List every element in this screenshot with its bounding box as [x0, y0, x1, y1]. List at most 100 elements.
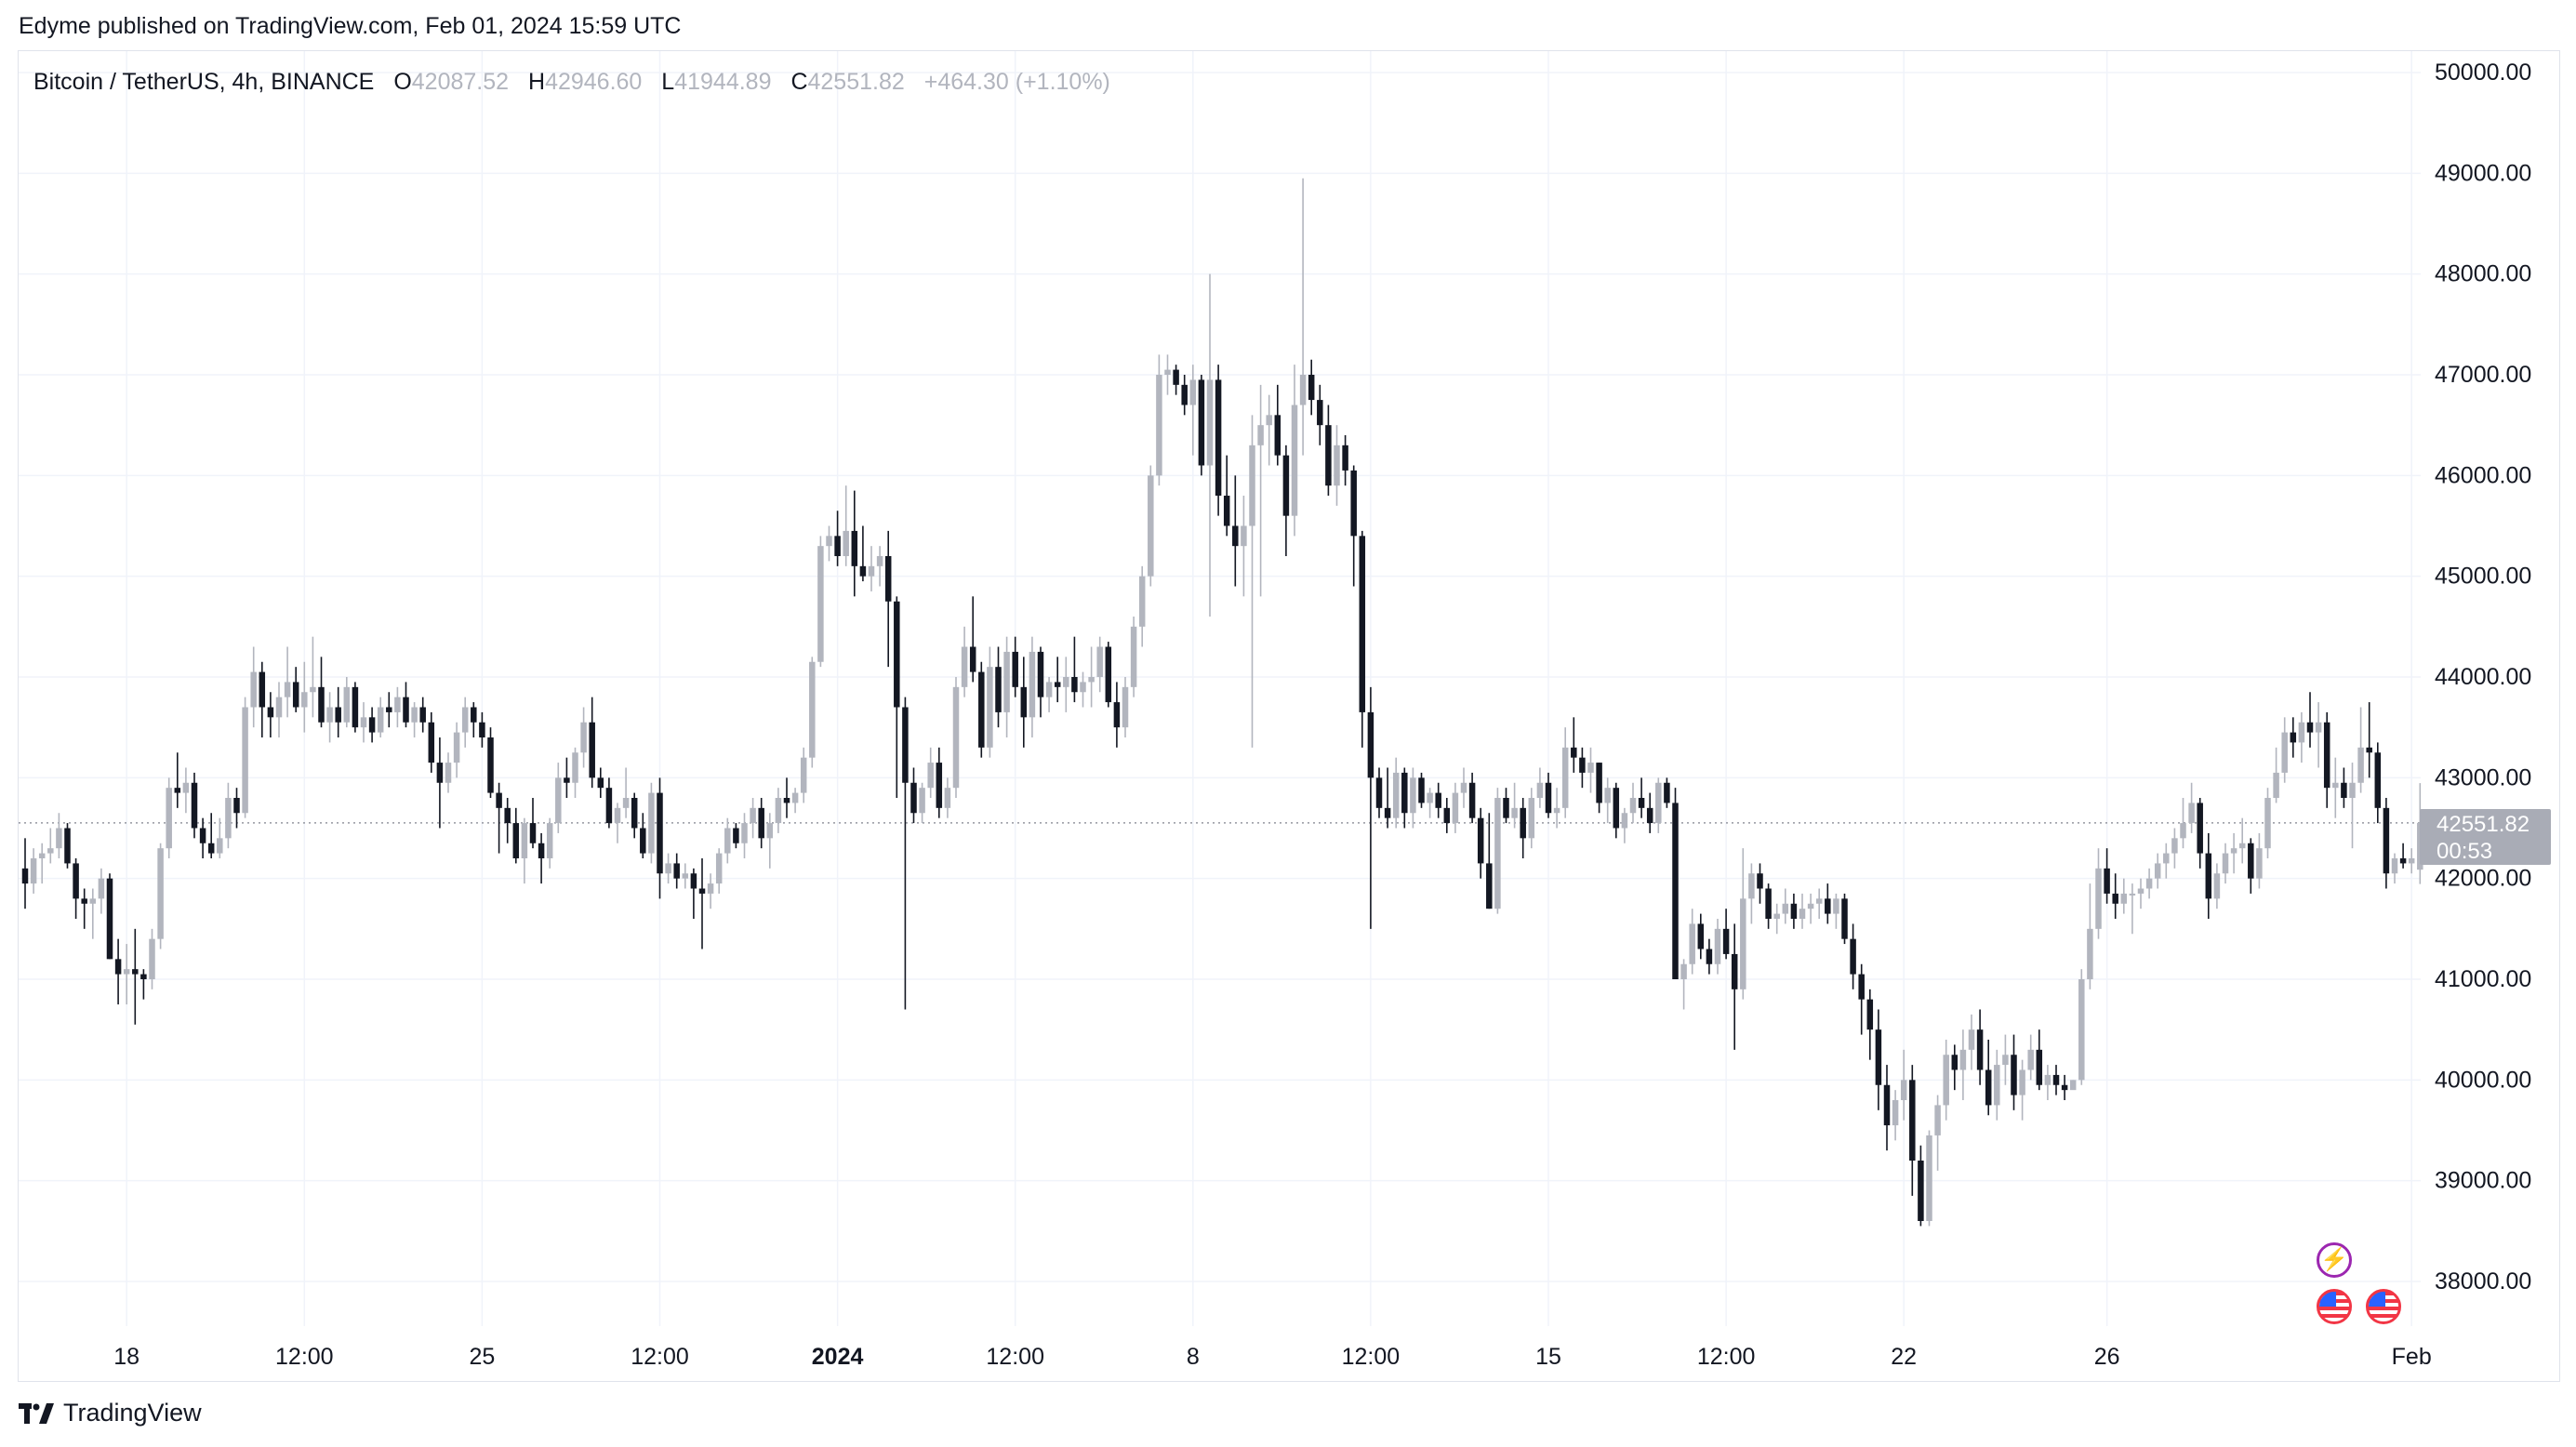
candle-body — [1223, 496, 1230, 526]
flash-event-icon[interactable]: ⚡ — [2317, 1242, 2352, 1278]
candle-body — [352, 686, 359, 728]
y-tick-label: 50000.00 — [2435, 60, 2531, 86]
candle-body — [1164, 369, 1171, 375]
candle-body — [766, 823, 774, 839]
candle-body — [1427, 792, 1433, 803]
candle-body — [1553, 807, 1560, 814]
candle-body — [1740, 898, 1746, 989]
candle-body — [2323, 722, 2330, 789]
candle-body — [597, 777, 604, 789]
candle-body — [944, 788, 951, 808]
y-tick-label: 44000.00 — [2435, 664, 2531, 690]
candle-body — [682, 873, 689, 879]
candle-body — [1646, 807, 1653, 824]
candle-body — [267, 707, 274, 718]
candle-body — [1545, 782, 1552, 814]
candle-body — [538, 843, 545, 858]
candle-body — [2298, 722, 2305, 743]
grid-lines — [19, 51, 2421, 1326]
candle-body — [1807, 903, 1814, 909]
candle-body — [2383, 807, 2390, 874]
candle-body — [1148, 475, 1154, 577]
candle-body — [936, 763, 943, 808]
candle-body — [1825, 898, 1831, 914]
candle-body — [919, 788, 925, 814]
candle-body — [690, 873, 697, 889]
candle-body — [2264, 798, 2271, 849]
candle-body — [1655, 782, 1662, 824]
x-tick-label: 12:00 — [1342, 1344, 1401, 1370]
candle-body — [2163, 853, 2170, 864]
candle-body — [910, 782, 917, 814]
candle-body — [1959, 1049, 1967, 1070]
candle-body — [809, 661, 816, 758]
candle-body — [521, 823, 528, 858]
candle-body — [207, 843, 215, 854]
candle-body — [2104, 868, 2110, 894]
candle-body — [360, 717, 367, 728]
symbol-title[interactable]: Bitcoin / TetherUS, 4h, BINANCE — [33, 69, 375, 95]
candle-body — [1918, 1161, 1924, 1221]
candle-body — [2180, 823, 2186, 839]
candle-body — [114, 959, 122, 975]
candle-body — [428, 722, 435, 763]
candle-body — [1452, 792, 1459, 824]
candle-body — [1342, 445, 1348, 471]
x-tick-label: 25 — [469, 1344, 495, 1370]
candle-body — [2349, 782, 2356, 798]
candle-body — [56, 828, 62, 849]
candle-body — [2341, 782, 2347, 798]
candle-body — [2332, 782, 2339, 789]
candle-body — [1291, 405, 1298, 516]
y-tick-label: 45000.00 — [2435, 564, 2531, 590]
candle-body — [1951, 1055, 1959, 1070]
candle-body — [1156, 375, 1162, 476]
candle-body — [851, 530, 858, 566]
candle-body — [386, 707, 392, 712]
candle-body — [157, 848, 164, 939]
candle-body — [1367, 711, 1374, 778]
candle-body — [1020, 686, 1028, 718]
candle-body — [461, 707, 469, 733]
candle-body — [657, 792, 663, 874]
candle-body — [1232, 525, 1239, 547]
candle-body — [30, 858, 37, 884]
candle-body — [1731, 953, 1738, 989]
candle-body — [800, 757, 807, 793]
candle-body — [2273, 772, 2279, 798]
candle-body — [555, 777, 562, 824]
candle-body — [1282, 455, 1290, 516]
candle-body — [1122, 686, 1129, 728]
candle-body — [750, 807, 756, 824]
candle-body — [149, 938, 155, 979]
us-flag-icon[interactable] — [2366, 1289, 2401, 1324]
candle-body — [1883, 1084, 1891, 1126]
x-tick-label: 2024 — [812, 1344, 864, 1370]
chart-frame[interactable] — [18, 50, 2560, 1382]
last-price-tag: 42551.82 00:53 — [2420, 809, 2551, 865]
candle-body — [123, 969, 130, 975]
candle-body — [2399, 858, 2407, 864]
candle-body — [817, 546, 824, 662]
us-flag-icon[interactable] — [2317, 1289, 2352, 1324]
candle-body — [529, 823, 537, 843]
candle-body — [445, 763, 452, 783]
candle-body — [673, 863, 680, 879]
candle-body — [783, 798, 790, 803]
candle-body — [2171, 838, 2178, 854]
candle-body — [1968, 1029, 1975, 1050]
candle-body — [1689, 923, 1695, 964]
candle-body — [1071, 677, 1078, 693]
candle-body — [1189, 379, 1197, 405]
candle-body — [1664, 782, 1670, 803]
candle-body — [1299, 375, 1307, 405]
y-tick-label: 46000.00 — [2435, 462, 2531, 488]
tradingview-brand[interactable]: TradingView — [19, 1399, 202, 1427]
candle-body — [2306, 722, 2314, 733]
candle-body — [1494, 798, 1501, 909]
candle-body — [952, 686, 960, 789]
candle-body — [1850, 938, 1856, 975]
candle-body — [1274, 415, 1281, 456]
candle-body — [724, 828, 731, 854]
